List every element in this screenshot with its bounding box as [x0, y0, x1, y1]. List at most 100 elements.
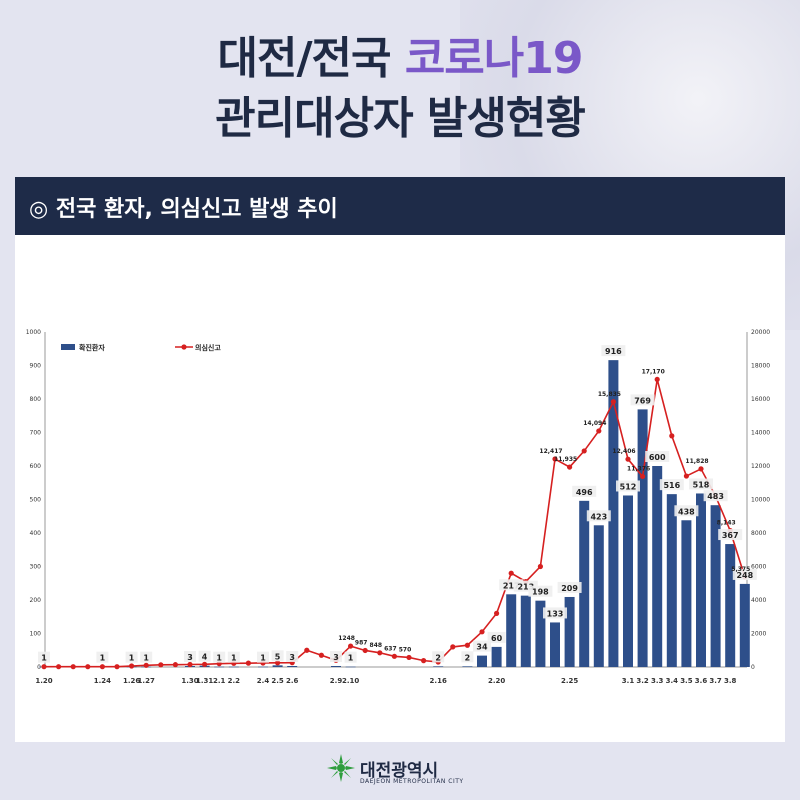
suspected-point [41, 664, 47, 670]
suspected-point [129, 663, 135, 669]
data-label-bg [140, 651, 153, 663]
bar [433, 666, 444, 667]
confirmed-data-label: 600 [649, 453, 666, 462]
x-tick-label: 2.4 [257, 677, 270, 685]
confirmed-data-label: 1 [231, 654, 237, 663]
data-label-bg [461, 651, 474, 663]
confirmed-data-label: 213 [517, 583, 534, 592]
x-tick-label: 3.5 [680, 677, 693, 685]
bar [681, 520, 692, 667]
x-tick-label: 2.20 [488, 677, 505, 685]
suspected-point [596, 428, 602, 434]
bar [608, 360, 619, 667]
bar [593, 525, 604, 667]
y-left-tick-label: 800 [30, 396, 42, 403]
section-header: ◎ 전국 환자, 의심신고 발생 추이 [15, 177, 785, 235]
confirmed-data-label: 34 [476, 643, 488, 652]
y-left-tick-label: 700 [30, 430, 42, 437]
x-tick-label: 1.27 [138, 677, 155, 685]
x-tick-label: 2.5 [271, 677, 284, 685]
confirmed-data-label: 248 [736, 571, 753, 580]
y-left-tick-label: 900 [30, 363, 42, 370]
data-label-bg [513, 580, 538, 592]
bar [506, 594, 517, 667]
confirmed-data-label: 518 [693, 480, 710, 489]
bar [696, 493, 706, 667]
suspected-point [202, 661, 208, 667]
data-label-bg [616, 480, 640, 492]
confirmed-data-label: 2 [465, 653, 471, 662]
confirmed-data-label: 512 [620, 482, 637, 491]
x-tick-label: 2.6 [286, 677, 299, 685]
bar [550, 622, 560, 667]
data-label-bg [732, 568, 757, 580]
y-right-tick-label: 0 [751, 664, 755, 671]
logo-english: DAEJEON METROPOLITAN CITY [360, 778, 464, 785]
data-label-bg [38, 651, 50, 663]
suspected-data-label: 11,828 [685, 458, 708, 465]
data-label-bg [227, 651, 240, 663]
suspected-point [172, 662, 178, 668]
data-label-bg [271, 650, 284, 662]
data-label-bg [330, 650, 342, 662]
bar [725, 544, 736, 667]
suspected-data-label: 11,376 [627, 465, 650, 472]
confirmed-data-label: 1 [143, 654, 149, 663]
y-right-tick-label: 10000 [751, 497, 770, 504]
confirmed-data-label: 3 [333, 653, 339, 662]
y-left-tick-label: 1000 [26, 329, 41, 336]
confirmed-data-label: 1 [348, 654, 354, 663]
confirmed-data-label: 60 [491, 634, 503, 643]
y-left-tick-label: 100 [30, 631, 42, 638]
confirmed-data-label: 516 [663, 481, 680, 490]
bar [462, 666, 473, 667]
confirmed-data-label: 496 [576, 488, 593, 497]
data-label-bg [257, 651, 269, 663]
suspected-data-label: 1248 [338, 635, 355, 642]
confirmed-data-label: 3 [289, 653, 295, 662]
y-left-tick-label: 500 [30, 497, 42, 504]
data-label-bg [586, 510, 611, 522]
bar [579, 500, 590, 667]
suspected-point [406, 654, 412, 661]
legend-swatch-confirmed [61, 344, 75, 350]
confirmed-data-label: 4 [202, 653, 208, 662]
data-label-bg [601, 345, 626, 357]
confirmed-data-label: 209 [561, 584, 578, 593]
suspected-point [143, 662, 149, 668]
data-label-bg [630, 394, 655, 406]
bar [228, 666, 239, 668]
bar [520, 595, 531, 667]
x-tick-label: 1.31 [196, 677, 213, 685]
bar [477, 655, 487, 667]
x-tick-label: 2.2 [228, 677, 241, 685]
bar [331, 665, 341, 667]
bar [272, 665, 283, 667]
suspected-data-label: 12,406 [612, 448, 635, 455]
suspected-point [348, 643, 354, 649]
suspected-point [377, 650, 383, 656]
suspected-point [479, 629, 485, 635]
data-label-bg [645, 451, 670, 462]
data-label-bg [125, 651, 138, 663]
legend-label-suspected: 의심신고 [195, 343, 221, 352]
suspected-point [187, 661, 193, 668]
data-label-bg [473, 640, 491, 652]
suspected-point [421, 658, 427, 664]
x-tick-label: 3.6 [695, 677, 708, 685]
suspected-data-label: 570 [399, 646, 412, 653]
section-title: ◎ 전국 환자, 의심신고 발생 추이 [29, 197, 338, 222]
confirmed-data-label: 438 [678, 507, 695, 516]
x-tick-label: 2.9 [330, 677, 343, 685]
confirmed-data-label: 1 [100, 654, 106, 663]
bar [710, 505, 721, 667]
data-label-bg [572, 485, 597, 497]
data-label-bg [213, 651, 226, 663]
suspected-data-label: 14,094 [583, 420, 606, 427]
suspected-point [683, 473, 690, 479]
confirmed-data-label: 5 [275, 652, 281, 661]
y-left-tick-label: 0 [37, 664, 41, 671]
chart-svg: 0100200300400500600700800900100002000400… [26, 329, 771, 685]
suspected-point [70, 664, 76, 670]
bar [739, 583, 750, 667]
